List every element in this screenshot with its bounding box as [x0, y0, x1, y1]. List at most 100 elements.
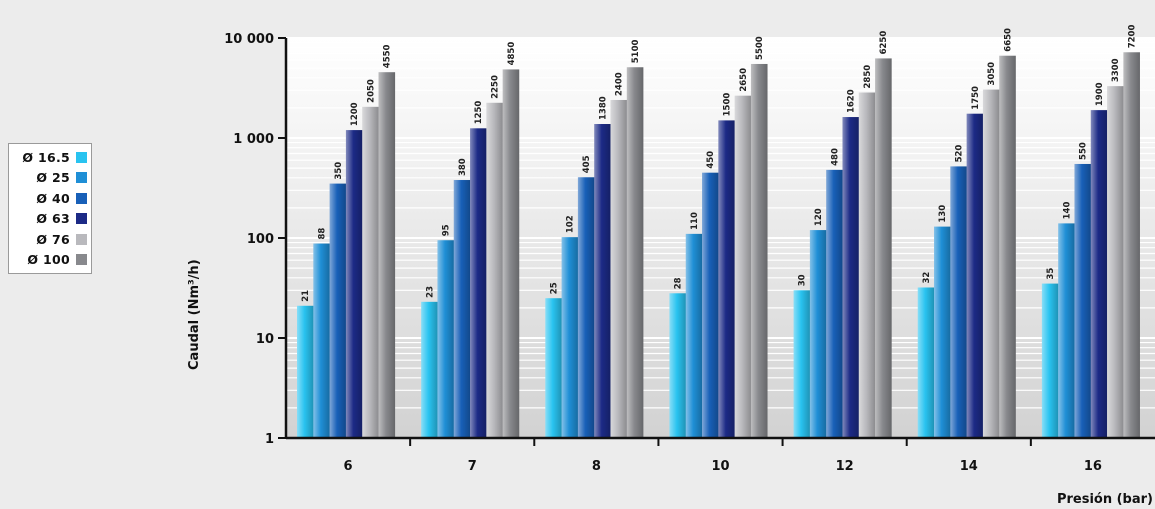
- data-labels: 21 88 350 1200 2050 4550 23 95 380 1250 2250 4850 25…: [301, 25, 1137, 302]
- bar-14-series-1: [917, 287, 935, 438]
- data-label: 21: [301, 290, 311, 302]
- bar-8-series-6: [626, 67, 644, 438]
- bar-14-series-6: [999, 55, 1016, 438]
- data-label: 5100: [631, 40, 641, 64]
- legend-item: Ø 63: [9, 209, 91, 230]
- bar-10-series-4: [718, 120, 735, 439]
- bar-7-series-2: [437, 240, 455, 438]
- bar-16-series-6: [1123, 52, 1140, 438]
- bar-8-series-1: [545, 298, 562, 438]
- data-label: 102: [566, 215, 576, 233]
- data-label: 2250: [490, 75, 500, 99]
- x-tick-label: 12: [836, 459, 854, 474]
- bar-8-series-4: [594, 124, 611, 439]
- x-tick-label: 7: [468, 459, 477, 474]
- data-label: 350: [334, 162, 344, 180]
- data-label: 550: [1079, 142, 1089, 160]
- legend-label: Ø 63: [36, 211, 70, 227]
- bar-12-series-1: [793, 290, 811, 438]
- bar-7-series-6: [502, 69, 520, 438]
- data-label: 4550: [383, 44, 393, 68]
- bar-16-series-3: [1074, 163, 1092, 438]
- data-label: 1250: [474, 101, 484, 125]
- data-label: 405: [582, 155, 592, 173]
- data-label: 140: [1062, 202, 1072, 220]
- data-label: 1500: [722, 93, 732, 117]
- data-label: 35: [1046, 268, 1056, 280]
- data-label: 7200: [1128, 25, 1138, 49]
- data-label: 25: [549, 282, 559, 294]
- data-label: 4850: [507, 42, 517, 66]
- data-label: 2850: [863, 65, 873, 89]
- bar-6-series-3: [329, 183, 347, 438]
- bar-8-series-5: [610, 99, 628, 438]
- legend-label: Ø 16.5: [22, 149, 70, 165]
- legend-item: Ø 25: [9, 168, 91, 189]
- data-label: 1750: [971, 86, 981, 110]
- legend-swatch: [76, 213, 87, 225]
- legend-item: Ø 40: [9, 188, 91, 209]
- data-label: 23: [425, 286, 435, 298]
- legend-swatch: [76, 254, 87, 266]
- y-tick-label: 1 000: [233, 132, 274, 147]
- bar-16-series-5: [1107, 86, 1124, 438]
- data-label: 2050: [366, 79, 376, 103]
- data-label: 120: [814, 208, 824, 226]
- bar-7-series-5: [486, 102, 503, 439]
- bar-7-series-1: [421, 301, 438, 438]
- legend-item: Ø 100: [9, 250, 91, 271]
- bar-7-series-3: [453, 180, 471, 438]
- bar-8-series-3: [577, 177, 595, 438]
- bar-12-series-3: [826, 169, 843, 439]
- data-label: 1620: [847, 89, 857, 113]
- legend-swatch: [76, 172, 87, 184]
- data-label: 450: [706, 151, 716, 169]
- bar-6-series-6: [378, 72, 396, 439]
- data-label: 28: [674, 277, 684, 289]
- bar-14-series-3: [950, 166, 967, 438]
- data-label: 520: [954, 145, 964, 163]
- bar-12-series-2: [809, 230, 827, 438]
- bar-8-series-2: [561, 237, 579, 438]
- data-label: 1200: [350, 102, 360, 126]
- bar-12-series-5: [858, 92, 876, 439]
- bar-6-series-2: [313, 243, 330, 438]
- data-label: 95: [442, 224, 452, 236]
- x-tick-label: 10: [711, 459, 729, 474]
- data-label: 6250: [879, 31, 889, 55]
- data-label: 130: [938, 205, 948, 223]
- y-tick-label: 10: [256, 332, 274, 347]
- legend-swatch: [76, 151, 87, 163]
- legend-swatch: [76, 192, 87, 204]
- legend-label: Ø 25: [36, 170, 70, 186]
- data-label: 1380: [598, 96, 608, 120]
- data-label: 6650: [1003, 28, 1013, 52]
- y-tick-label: 100: [247, 232, 274, 247]
- data-label: 30: [798, 274, 808, 286]
- x-axis-title: Presión (bar): [1057, 492, 1153, 507]
- data-label: 380: [458, 158, 468, 176]
- data-label: 480: [830, 148, 840, 166]
- legend: Ø 16.5 Ø 25 Ø 40 Ø 63 Ø 76 Ø 100: [8, 143, 92, 274]
- data-label: 5500: [755, 36, 765, 60]
- data-label: 1900: [1095, 82, 1105, 106]
- bar-6-series-1: [297, 305, 314, 438]
- bar-14-series-5: [982, 89, 1000, 439]
- y-axis-title: Caudal (Nm³/h): [187, 259, 202, 370]
- legend-label: Ø 76: [36, 231, 70, 247]
- legend-item: Ø 76: [9, 229, 91, 250]
- y-tick-label: 10 000: [224, 32, 274, 47]
- legend-label: Ø 40: [36, 190, 70, 206]
- bar-6-series-5: [362, 106, 379, 438]
- bar-16-series-2: [1058, 223, 1075, 438]
- bar-16-series-4: [1090, 110, 1108, 439]
- bar-10-series-3: [702, 172, 719, 438]
- x-tick-label: 8: [592, 459, 601, 474]
- bars: [297, 52, 1140, 439]
- data-label: 32: [922, 272, 932, 284]
- legend-item: Ø 16.5: [9, 147, 91, 168]
- bar-6-series-4: [345, 130, 363, 438]
- x-tick-label: 6: [344, 459, 353, 474]
